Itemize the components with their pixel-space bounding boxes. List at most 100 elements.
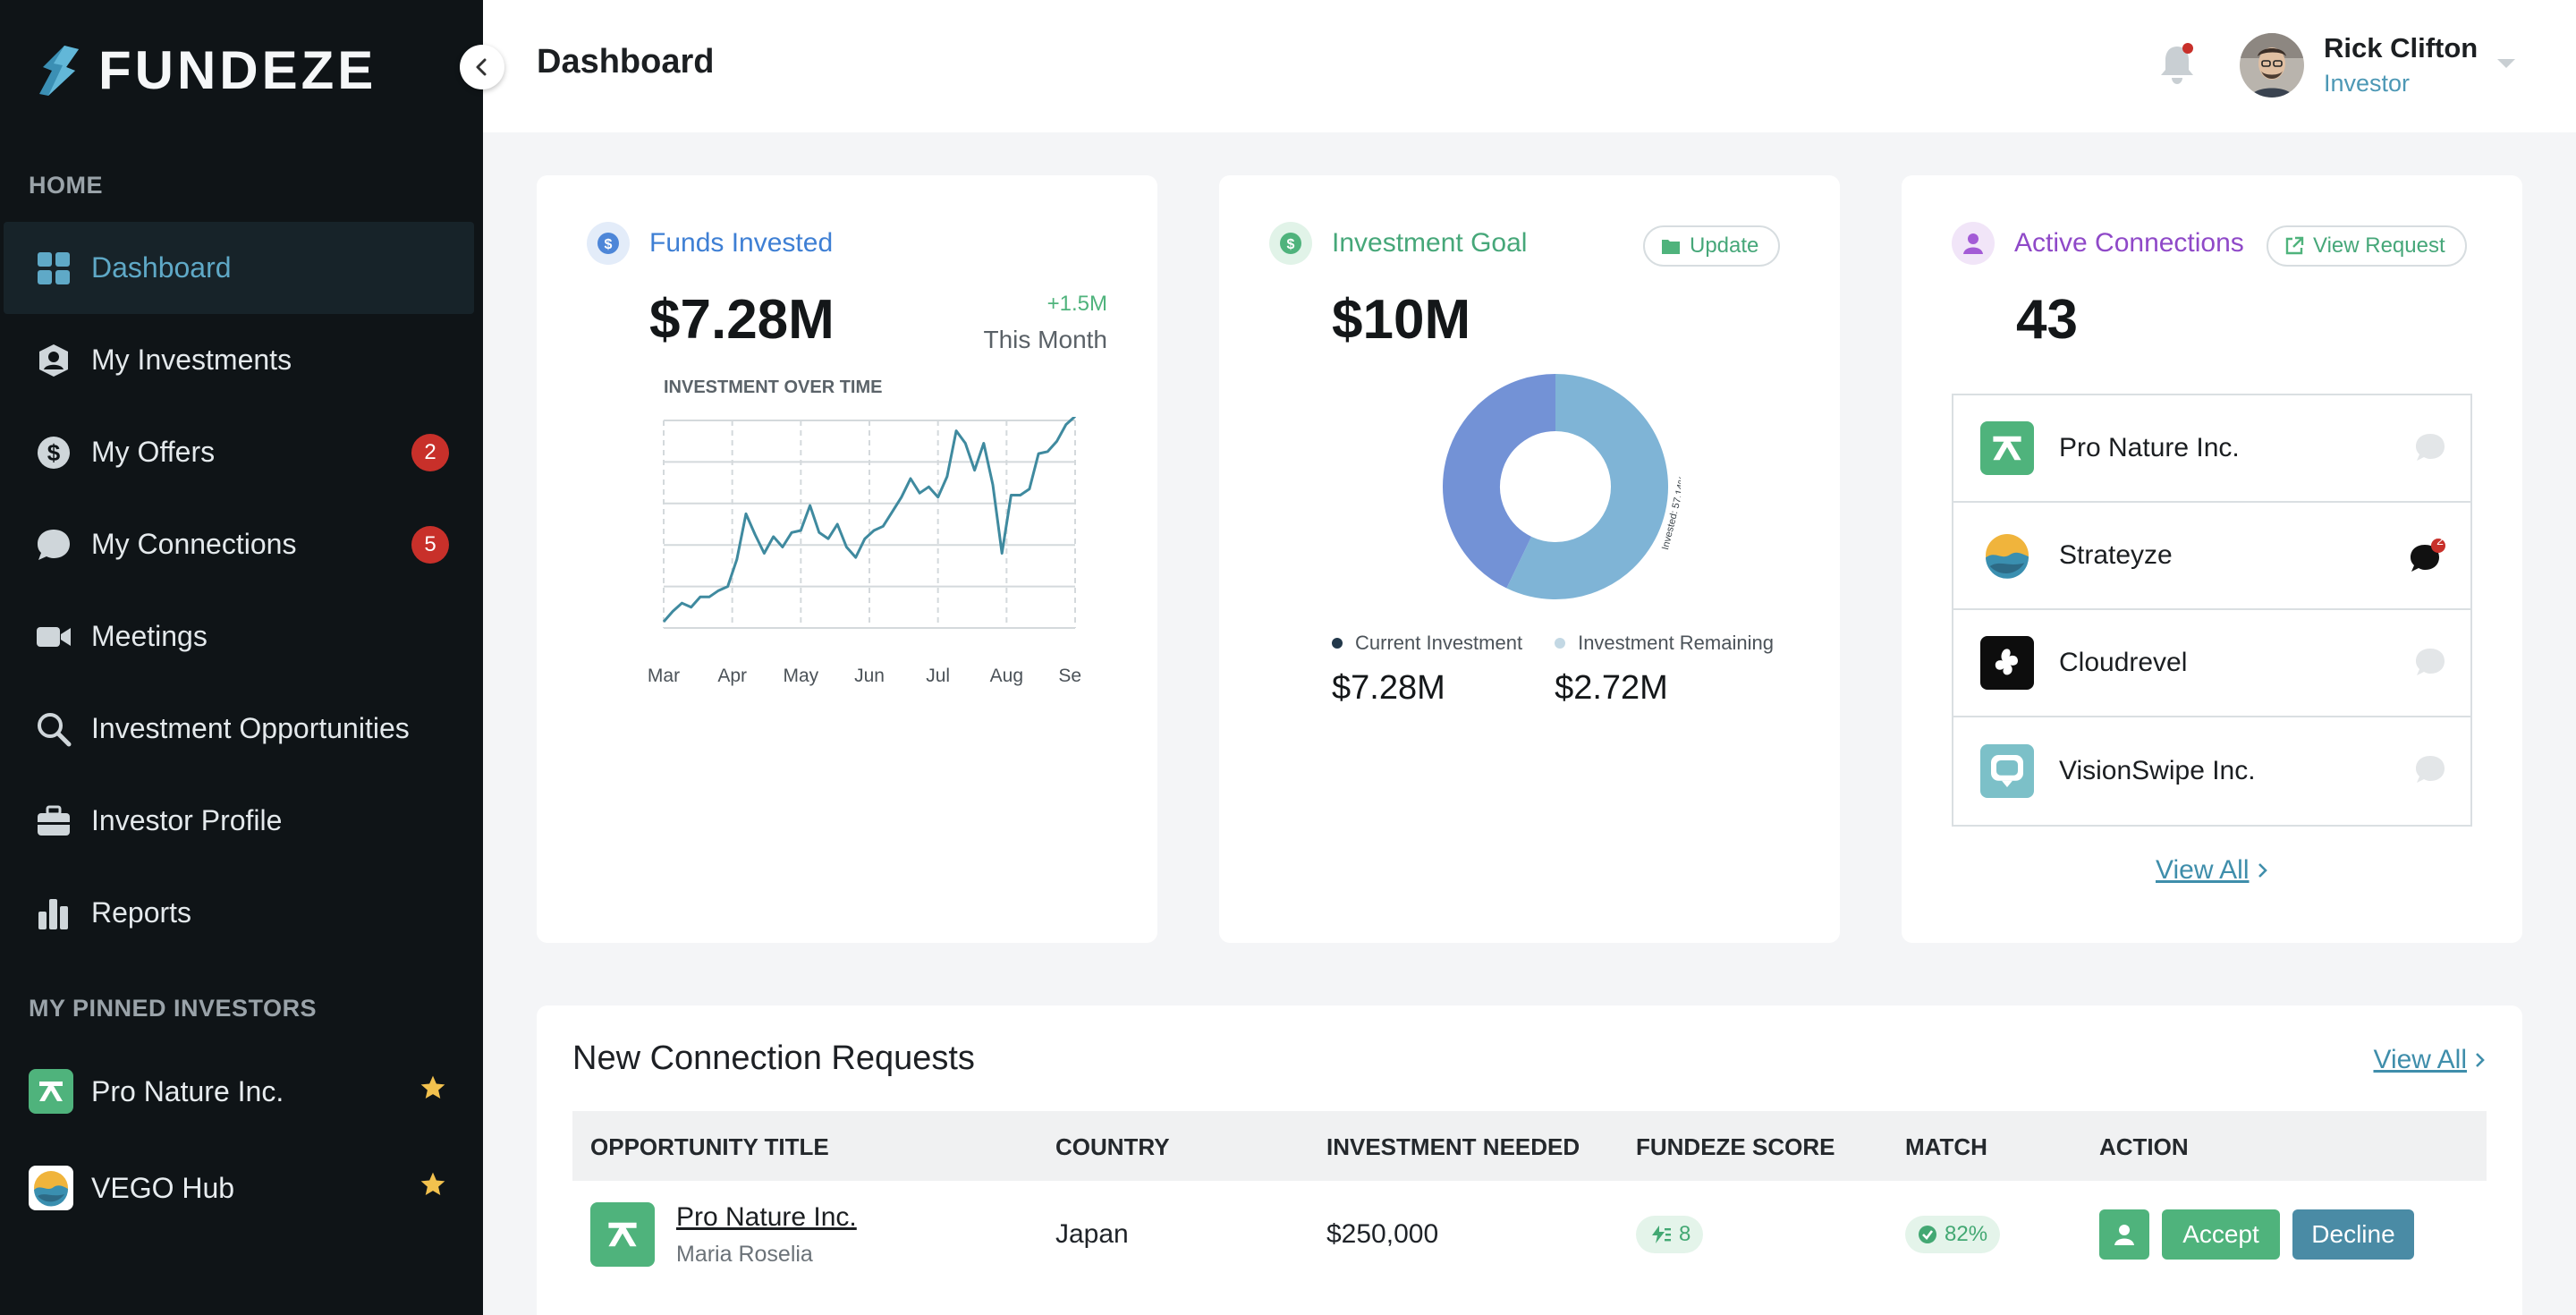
active-connections-count: 43 xyxy=(2016,289,2078,351)
dollar-coin-icon: $ xyxy=(587,222,630,265)
sidebar-item-meetings[interactable]: Meetings xyxy=(0,590,483,683)
funds-delta: +1.5M xyxy=(1046,292,1107,316)
donut-slice-investment-remaining[interactable] xyxy=(1443,374,1557,589)
opportunity-title-link[interactable]: Pro Nature Inc. xyxy=(676,1201,857,1232)
fundeze-score-chip: 8 xyxy=(1636,1216,1704,1253)
legend-label: Investment Remaining xyxy=(1578,632,1774,654)
investment-goal-card: $ Investment Goal Update $10M Invested: … xyxy=(1219,175,1840,943)
star-icon[interactable] xyxy=(419,1073,447,1109)
donut-slice-current-investment[interactable] xyxy=(1506,374,1668,599)
vego-hub-logo-icon xyxy=(29,1166,73,1210)
pinned-item-pro-nature[interactable]: Pro Nature Inc. xyxy=(0,1043,483,1140)
sidebar: FUNDEZE HOME Dashboard My Investments $ … xyxy=(0,0,483,1315)
investment-goal-title: Investment Goal xyxy=(1332,228,1528,258)
update-button-label: Update xyxy=(1690,233,1759,258)
column-header[interactable]: OPPORTUNITY TITLE xyxy=(590,1133,829,1160)
country-cell: Japan xyxy=(1055,1219,1129,1249)
pinned-investors: Pro Nature Inc. VEGO Hub xyxy=(0,1043,483,1236)
column-header[interactable]: COUNTRY xyxy=(1055,1133,1170,1160)
list-item[interactable]: Strateyze 2 xyxy=(1953,503,2470,610)
remaining-investment-value: $2.72M xyxy=(1555,669,1668,707)
sidebar-item-reports[interactable]: Reports xyxy=(0,867,483,959)
sidebar-item-my-offers[interactable]: $ My Offers 2 xyxy=(0,406,483,498)
strateyze-logo-icon xyxy=(1980,529,2034,582)
video-camera-icon xyxy=(36,619,72,655)
sidebar-item-my-connections[interactable]: My Connections 5 xyxy=(0,498,483,590)
x-tick-label: Aug xyxy=(990,666,1023,686)
table-header: OPPORTUNITY TITLE COUNTRY INVESTMENT NEE… xyxy=(572,1111,2487,1181)
opportunity-contact: Maria Roselia xyxy=(676,1241,813,1267)
user-dropdown-toggle[interactable] xyxy=(2496,57,2517,74)
svg-text:$: $ xyxy=(605,237,613,252)
view-request-button[interactable]: View Request xyxy=(2267,225,2467,267)
chevron-right-icon xyxy=(2258,863,2267,878)
sidebar-item-investor-profile[interactable]: Investor Profile xyxy=(0,775,483,867)
x-tick-label: Jun xyxy=(854,666,885,686)
connections-list: Pro Nature Inc. Strateyze 2 Cloudrevel xyxy=(1952,394,2472,827)
connections-count-badge: 5 xyxy=(411,525,449,564)
column-header[interactable]: INVESTMENT NEEDED xyxy=(1326,1133,1580,1160)
legend-investment-remaining: Investment Remaining $2.72M xyxy=(1555,632,1774,708)
view-request-label: View Request xyxy=(2313,233,2445,258)
svg-text:$: $ xyxy=(1287,237,1295,252)
column-header[interactable]: FUNDEZE SCORE xyxy=(1636,1133,1835,1160)
fundeze-logo-icon xyxy=(39,45,79,96)
score-bolt-icon xyxy=(1652,1226,1671,1243)
user-icon xyxy=(2114,1225,2134,1245)
x-tick-label: Mar xyxy=(648,666,680,686)
sidebar-item-label: Investor Profile xyxy=(91,804,283,836)
brand-logo[interactable]: FUNDEZE xyxy=(36,39,377,101)
update-button[interactable]: Update xyxy=(1643,225,1781,267)
view-all-label: View All xyxy=(2373,1045,2467,1074)
view-profile-button[interactable] xyxy=(2099,1209,2149,1260)
collapse-sidebar-button[interactable] xyxy=(460,45,504,89)
match-value: 82% xyxy=(1945,1222,1988,1246)
x-tick-label: May xyxy=(783,666,818,686)
view-all-label: View All xyxy=(2156,855,2250,885)
pro-nature-logo-icon xyxy=(1980,421,2034,475)
chat-icon[interactable] xyxy=(2413,646,2447,684)
bell-icon xyxy=(2161,43,2193,84)
legend-current-investment: Current Investment $7.28M xyxy=(1332,632,1522,708)
chat-icon[interactable] xyxy=(2413,753,2447,792)
pro-nature-logo-icon xyxy=(590,1202,655,1267)
pinned-item-label: VEGO Hub xyxy=(91,1171,235,1204)
column-header[interactable]: ACTION xyxy=(2099,1133,2189,1160)
x-tick-label: Apr xyxy=(717,666,747,686)
connection-requests-panel: New Connection Requests View All OPPORTU… xyxy=(537,1005,2522,1315)
star-icon[interactable] xyxy=(419,1170,447,1206)
cloudrevel-logo-icon xyxy=(1980,636,2034,690)
brand-name: FUNDEZE xyxy=(98,40,377,100)
notifications-button[interactable] xyxy=(2156,41,2199,90)
list-item[interactable]: Pro Nature Inc. xyxy=(1953,395,2470,503)
current-investment-value: $7.28M xyxy=(1332,669,1445,707)
sidebar-item-investment-opportunities[interactable]: Investment Opportunities xyxy=(0,683,483,775)
user-name: Rick Clifton xyxy=(2324,32,2479,64)
pro-nature-logo-icon xyxy=(29,1069,73,1114)
list-item[interactable]: VisionSwipe Inc. xyxy=(1953,717,2470,825)
user-role: Investor xyxy=(2324,70,2411,97)
user-menu[interactable]: Rick Clifton Investor xyxy=(2240,32,2478,98)
chat-icon[interactable]: 2 xyxy=(2408,533,2447,582)
sidebar-item-my-investments[interactable]: My Investments xyxy=(0,314,483,406)
visionswipe-logo-icon xyxy=(1980,744,2034,798)
requests-view-all-link[interactable]: View All xyxy=(2373,1045,2487,1075)
chat-icon[interactable] xyxy=(2413,431,2447,470)
dollar-coin-icon: $ xyxy=(1269,222,1312,265)
column-header[interactable]: MATCH xyxy=(1905,1133,1987,1160)
investment-goal-value: $10M xyxy=(1332,289,1471,351)
svg-text:$: $ xyxy=(47,439,61,466)
decline-button[interactable]: Decline xyxy=(2292,1209,2414,1260)
external-link-icon xyxy=(2285,236,2304,255)
x-tick-label: Jul xyxy=(926,666,950,686)
funds-delta-period: This Month xyxy=(983,326,1108,353)
x-tick-label: Sep xyxy=(1058,666,1082,686)
accept-button[interactable]: Accept xyxy=(2162,1209,2280,1260)
sidebar-item-dashboard[interactable]: Dashboard xyxy=(4,222,474,314)
pinned-item-vego-hub[interactable]: VEGO Hub xyxy=(0,1140,483,1236)
list-item[interactable]: Cloudrevel xyxy=(1953,610,2470,717)
chevron-left-icon xyxy=(476,58,487,76)
page-title: Dashboard xyxy=(537,43,715,81)
sidebar-nav: Dashboard My Investments $ My Offers 2 M… xyxy=(0,222,483,959)
connections-view-all-link[interactable]: View All xyxy=(2156,855,2269,886)
